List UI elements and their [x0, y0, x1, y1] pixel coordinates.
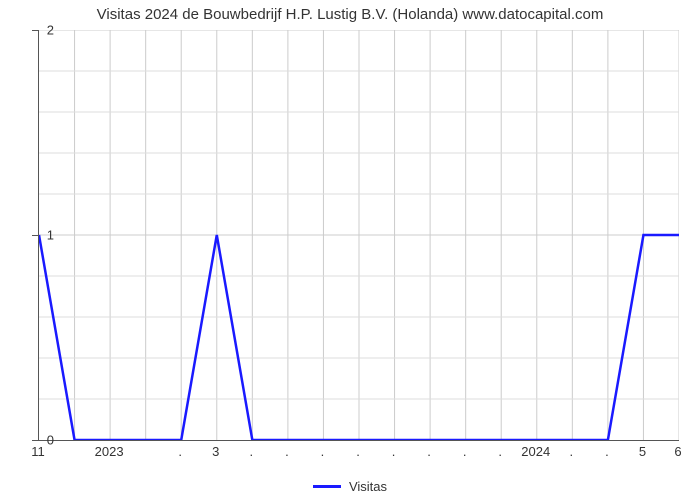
x-tick-label: . — [178, 444, 182, 459]
legend-line-swatch — [313, 485, 341, 488]
y-tick-label: 1 — [47, 228, 54, 243]
x-tick-label: . — [570, 444, 574, 459]
x-tick-label: . — [250, 444, 254, 459]
x-tick-label: 5 — [639, 444, 646, 459]
legend-label: Visitas — [349, 479, 387, 494]
y-tick-label: 2 — [47, 23, 54, 38]
x-tick-label: . — [605, 444, 609, 459]
x-tick-label: 2024 — [521, 444, 550, 459]
y-tick-mark — [32, 235, 38, 236]
legend: Visitas — [0, 479, 700, 494]
plot-area — [38, 30, 679, 441]
y-tick-label: 0 — [47, 433, 54, 448]
y-tick-mark — [32, 440, 38, 441]
x-tick-label: . — [427, 444, 431, 459]
x-tick-label: . — [463, 444, 467, 459]
chart-title: Visitas 2024 de Bouwbedrijf H.P. Lustig … — [0, 6, 700, 23]
x-tick-label: . — [392, 444, 396, 459]
y-tick-mark — [32, 30, 38, 31]
x-tick-label: 2023 — [95, 444, 124, 459]
x-tick-label: 3 — [212, 444, 219, 459]
chart-container: Visitas 2024 de Bouwbedrijf H.P. Lustig … — [0, 0, 700, 500]
x-tick-label: . — [356, 444, 360, 459]
x-tick-label: . — [321, 444, 325, 459]
x-tick-label: . — [285, 444, 289, 459]
x-tick-label: 11 — [31, 444, 45, 459]
x-tick-label: . — [498, 444, 502, 459]
x-tick-label: 6 — [674, 444, 681, 459]
